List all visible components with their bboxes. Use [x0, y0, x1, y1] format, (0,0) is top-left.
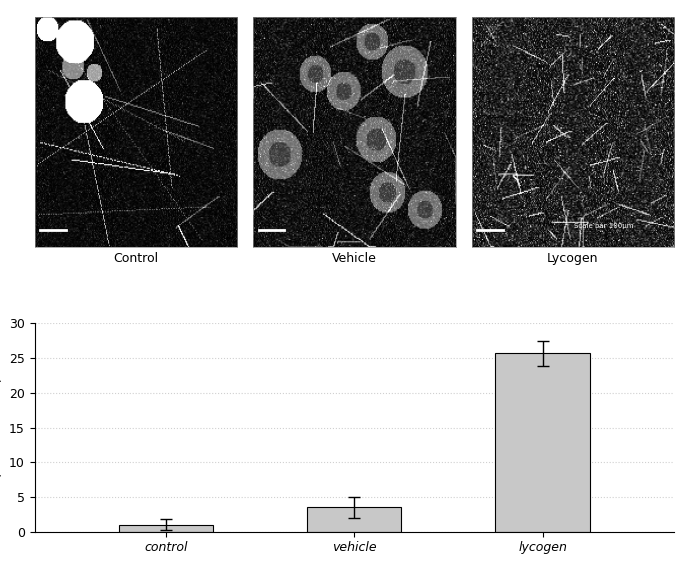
Y-axis label: vimentin level
(fold of control ): vimentin level (fold of control ): [0, 377, 3, 478]
X-axis label: Control: Control: [113, 252, 158, 265]
Bar: [120, 525, 213, 532]
X-axis label: Vehicle: Vehicle: [332, 252, 377, 265]
Bar: [307, 507, 402, 532]
Text: Scale bar 100μm: Scale bar 100μm: [573, 223, 633, 229]
Bar: [496, 353, 589, 532]
X-axis label: Lycogen: Lycogen: [547, 252, 598, 265]
